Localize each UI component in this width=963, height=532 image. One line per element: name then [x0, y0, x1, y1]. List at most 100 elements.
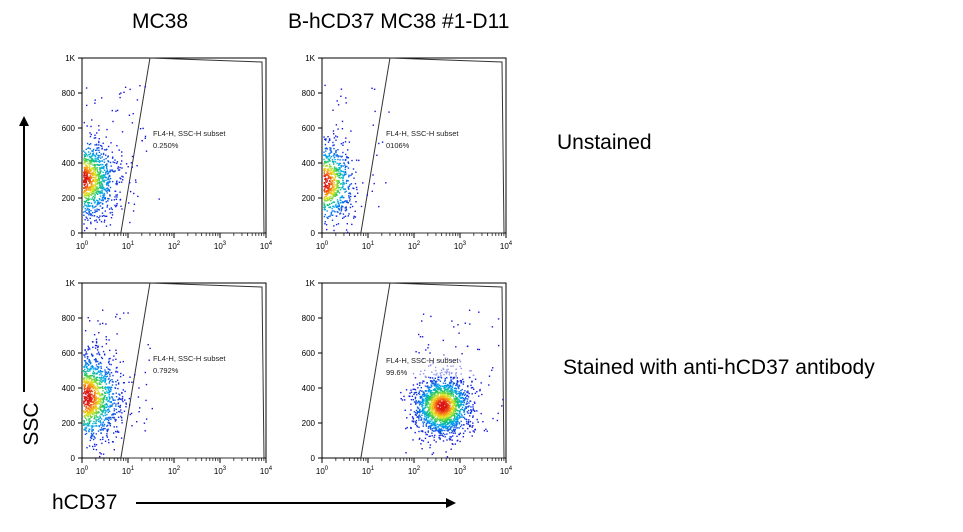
- event-dot: [93, 154, 95, 156]
- event-dot: [454, 397, 456, 400]
- event-dot: [340, 207, 343, 209]
- event-dot: [423, 421, 426, 423]
- gate-percent-label: 99.6%: [386, 368, 408, 377]
- event-dot: [100, 429, 102, 431]
- event-dot: [339, 155, 341, 157]
- event-dot: [84, 162, 87, 164]
- event-dot: [466, 406, 468, 408]
- event-dot: [110, 165, 112, 167]
- event-dot: [449, 436, 451, 438]
- event-dot: [134, 374, 136, 376]
- event-dot: [89, 320, 91, 322]
- event-dot: [99, 177, 102, 179]
- event-dot: [104, 391, 106, 394]
- event-dot: [349, 200, 351, 202]
- event-dot: [331, 193, 334, 196]
- event-dot: [117, 403, 119, 405]
- event-dot: [436, 387, 438, 389]
- event-dot: [83, 385, 85, 387]
- event-dot: [462, 401, 464, 403]
- event-dot: [96, 173, 98, 176]
- event-dot: [99, 361, 102, 364]
- event-dot: [331, 182, 333, 184]
- y-tick-label: 1K: [65, 279, 75, 288]
- event-dot: [84, 397, 87, 400]
- event-dot: [96, 208, 98, 210]
- event-dot: [422, 313, 425, 315]
- event-dot: [116, 162, 118, 165]
- event-dot: [84, 194, 87, 196]
- event-dot: [331, 176, 333, 178]
- event-dot: [428, 409, 430, 412]
- event-dot: [142, 127, 144, 130]
- event-dot: [411, 395, 414, 397]
- event-dot: [332, 189, 334, 191]
- event-dot: [438, 424, 440, 427]
- event-dot: [434, 383, 437, 386]
- event-dot: [84, 354, 86, 356]
- event-dot: [100, 397, 103, 400]
- event-dot: [439, 419, 442, 422]
- event-dot: [331, 197, 333, 199]
- event-dot: [90, 143, 92, 145]
- event-dot: [423, 408, 425, 410]
- event-dot: [458, 384, 460, 386]
- event-dot: [335, 203, 337, 206]
- event-dot: [428, 408, 430, 410]
- event-dot: [97, 193, 99, 195]
- event-dot: [131, 425, 133, 427]
- event-dot: [330, 197, 332, 200]
- event-dot: [327, 172, 330, 174]
- event-dot: [448, 402, 451, 404]
- event-dot: [456, 401, 458, 403]
- event-dot: [90, 202, 93, 204]
- event-dot: [83, 173, 85, 175]
- event-dot: [91, 427, 93, 429]
- event-dot: [460, 413, 462, 415]
- event-dot: [90, 367, 92, 370]
- event-dot: [92, 211, 94, 214]
- event-dot: [89, 186, 91, 188]
- event-dot: [449, 421, 451, 423]
- event-dot: [108, 389, 110, 392]
- event-dot: [434, 401, 436, 404]
- event-dot: [104, 215, 106, 217]
- event-dot: [411, 416, 414, 418]
- event-dot: [467, 345, 469, 347]
- event-dot: [111, 208, 113, 211]
- event-dot: [476, 410, 478, 412]
- event-dot: [129, 413, 131, 416]
- event-dot: [85, 158, 87, 161]
- event-dot: [87, 422, 89, 424]
- event-dot: [91, 119, 93, 121]
- event-dot: [333, 170, 335, 172]
- event-dot: [332, 188, 334, 190]
- event-dot: [103, 194, 106, 196]
- event-dot: [98, 129, 100, 131]
- event-dot: [98, 371, 100, 373]
- event-dot: [452, 384, 454, 386]
- event-dot: [351, 173, 353, 175]
- event-dot: [85, 176, 87, 179]
- event-dot: [94, 386, 96, 389]
- event-dot: [336, 205, 339, 207]
- event-dot: [84, 190, 87, 193]
- event-dot: [468, 402, 470, 404]
- event-dot: [329, 149, 331, 151]
- event-dot: [337, 200, 339, 203]
- event-dot: [123, 410, 126, 412]
- event-dot: [101, 192, 103, 194]
- event-dot: [93, 161, 95, 163]
- event-dot: [98, 382, 100, 384]
- event-dot: [330, 151, 333, 153]
- event-dot: [443, 403, 445, 406]
- event-dot: [446, 409, 448, 411]
- event-dot: [90, 381, 92, 383]
- event-dot: [94, 380, 96, 382]
- event-dot: [95, 175, 98, 177]
- event-dot: [419, 410, 421, 412]
- event-dot: [90, 190, 92, 192]
- event-dot: [96, 183, 98, 185]
- event-dot: [333, 144, 335, 146]
